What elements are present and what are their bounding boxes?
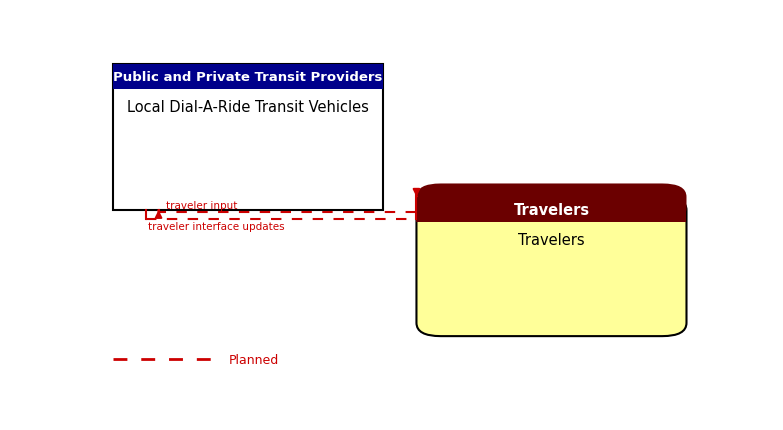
Text: Travelers: Travelers <box>514 202 590 217</box>
Text: Local Dial-A-Ride Transit Vehicles: Local Dial-A-Ride Transit Vehicles <box>127 100 369 114</box>
FancyBboxPatch shape <box>113 65 383 211</box>
FancyBboxPatch shape <box>417 210 687 222</box>
Text: traveler input: traveler input <box>166 200 237 211</box>
Text: Public and Private Transit Providers: Public and Private Transit Providers <box>114 71 383 84</box>
FancyBboxPatch shape <box>417 197 687 336</box>
Text: traveler interface updates: traveler interface updates <box>148 221 285 231</box>
FancyBboxPatch shape <box>113 65 383 90</box>
Text: Travelers: Travelers <box>518 232 585 247</box>
Text: Planned: Planned <box>229 353 279 366</box>
FancyBboxPatch shape <box>417 184 687 222</box>
